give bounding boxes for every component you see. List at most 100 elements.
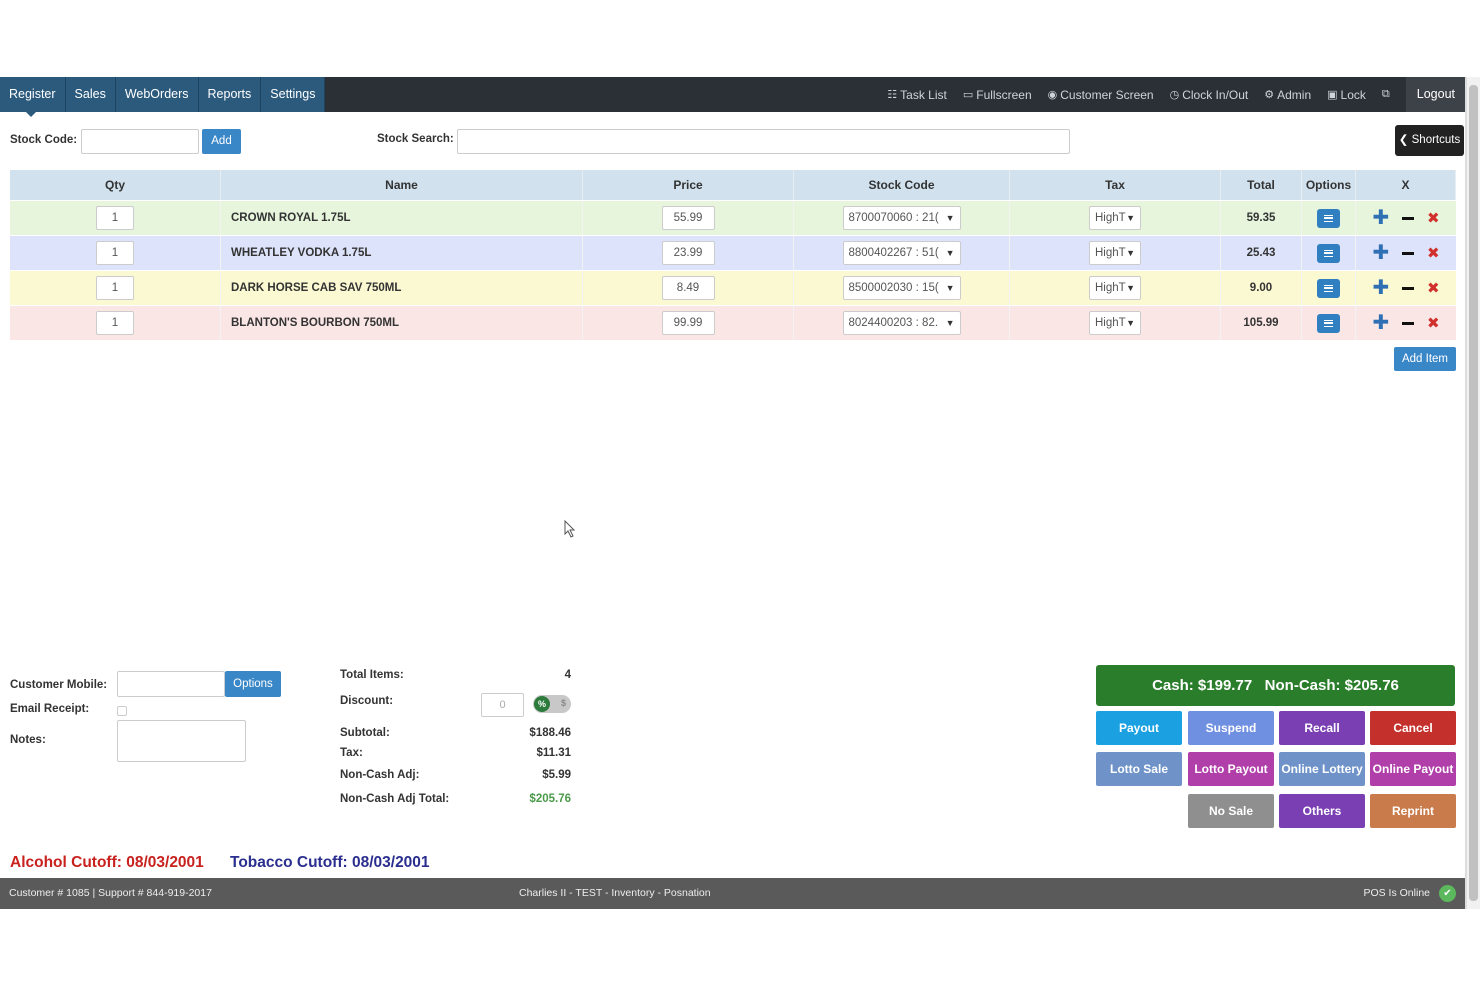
- task-list-label: Task List: [900, 87, 947, 102]
- noncash-total-value: $205.76: [529, 793, 571, 805]
- col-tax: Tax: [1010, 170, 1221, 200]
- customer-options-button[interactable]: Options: [225, 671, 281, 697]
- tab-reports[interactable]: Reports: [198, 77, 262, 112]
- options-cell: [1302, 271, 1356, 305]
- tab-sales[interactable]: Sales: [65, 77, 116, 112]
- tab-settings[interactable]: Settings: [261, 77, 326, 112]
- tax-select[interactable]: HighT ▼: [1089, 241, 1141, 265]
- clock-icon: ◷: [1169, 89, 1180, 101]
- tax-select[interactable]: HighT ▼: [1089, 206, 1141, 230]
- minus-icon[interactable]: [1402, 321, 1415, 325]
- percent-icon: %: [534, 696, 550, 712]
- recall-button[interactable]: Recall: [1279, 711, 1365, 745]
- mouse-cursor-icon: [564, 520, 576, 538]
- tax-select[interactable]: HighT ▼: [1089, 311, 1141, 335]
- table-row: 1 DARK HORSE CAB SAV 750ML 8.49 85000020…: [10, 270, 1456, 305]
- stock-code-select[interactable]: 8800402267 : 51(▼: [842, 241, 961, 265]
- chevron-down-icon: ▼: [945, 283, 955, 293]
- tab-weborders[interactable]: WebOrders: [115, 77, 199, 112]
- notes-textarea[interactable]: [117, 720, 246, 762]
- minus-icon[interactable]: [1402, 286, 1415, 290]
- top-navbar: Register Sales WebOrders Reports Setting…: [0, 77, 1465, 117]
- remove-icon[interactable]: ✖: [1426, 279, 1440, 297]
- item-options-button[interactable]: [1317, 243, 1340, 263]
- lotto-sale-button[interactable]: Lotto Sale: [1096, 752, 1182, 786]
- lotto-payout-button[interactable]: Lotto Payout: [1188, 752, 1274, 786]
- table-row: 1 BLANTON'S BOURBON 750ML 99.99 80244002…: [10, 305, 1456, 340]
- task-list-link[interactable]: ☷ Task List: [887, 88, 947, 102]
- stock-code-label: Stock Code:: [10, 134, 78, 146]
- item-options-button[interactable]: [1317, 278, 1340, 298]
- online-lottery-button[interactable]: Online Lottery: [1279, 752, 1365, 786]
- price-input[interactable]: 99.99: [661, 311, 715, 335]
- minus-icon[interactable]: [1402, 251, 1415, 255]
- scrollbar-thumb[interactable]: [1469, 85, 1478, 901]
- qty-input[interactable]: 1: [96, 241, 134, 265]
- shortcuts-button[interactable]: ❮ Shortcuts: [1395, 125, 1464, 156]
- lock-link[interactable]: ▣ Lock: [1327, 88, 1366, 102]
- item-total: 105.99: [1243, 317, 1279, 329]
- monitor-icon: ▭: [962, 89, 974, 101]
- stock-code-select[interactable]: 8500002030 : 15(▼: [842, 276, 961, 300]
- admin-link[interactable]: ⚙ Admin: [1264, 88, 1311, 102]
- tax-value: HighT: [1095, 282, 1126, 294]
- clock-in-out-link[interactable]: ◷ Clock In/Out: [1170, 88, 1249, 102]
- plus-icon[interactable]: ✚: [1372, 277, 1390, 299]
- item-options-button[interactable]: [1317, 313, 1340, 333]
- qty-input[interactable]: 1: [96, 311, 134, 335]
- customer-mobile-label: Customer Mobile:: [10, 679, 108, 691]
- tax-value: HighT: [1095, 317, 1126, 329]
- reprint-button[interactable]: Reprint: [1370, 794, 1456, 828]
- customer-screen-link[interactable]: ◉ Customer Screen: [1048, 88, 1154, 102]
- discount-type-toggle[interactable]: % $: [533, 695, 571, 713]
- item-total: 59.35: [1246, 212, 1276, 224]
- chevron-down-icon: ▼: [1126, 283, 1135, 293]
- cash-total-banner[interactable]: Cash: $199.77 Non-Cash: $205.76: [1096, 665, 1455, 706]
- stock-search-input[interactable]: [457, 129, 1070, 154]
- exit-button[interactable]: ⧉: [1382, 88, 1390, 101]
- email-receipt-checkbox[interactable]: [117, 706, 127, 716]
- item-options-button[interactable]: [1317, 208, 1340, 228]
- tax-select[interactable]: HighT ▼: [1089, 276, 1141, 300]
- payout-button[interactable]: Payout: [1096, 711, 1182, 745]
- no-sale-button[interactable]: No Sale: [1188, 794, 1274, 828]
- add-item-button[interactable]: Add Item: [1394, 347, 1456, 371]
- clock-in-out-label: Clock In/Out: [1182, 87, 1249, 102]
- remove-icon[interactable]: ✖: [1426, 314, 1440, 332]
- item-total: 9.00: [1249, 282, 1273, 294]
- online-payout-button[interactable]: Online Payout: [1370, 752, 1456, 786]
- add-stock-button[interactable]: Add: [202, 129, 241, 154]
- plus-icon[interactable]: ✚: [1372, 207, 1390, 229]
- suspend-button[interactable]: Suspend: [1188, 711, 1274, 745]
- qty-input[interactable]: 1: [96, 206, 134, 230]
- others-button[interactable]: Others: [1279, 794, 1365, 828]
- price-input[interactable]: 8.49: [661, 276, 715, 300]
- cancel-button[interactable]: Cancel: [1370, 711, 1456, 745]
- plus-icon[interactable]: ✚: [1372, 312, 1390, 334]
- stock-code-select[interactable]: 8700070060 : 21(▼: [842, 206, 961, 230]
- plus-icon[interactable]: ✚: [1372, 242, 1390, 264]
- customer-mobile-input[interactable]: [117, 671, 225, 697]
- fullscreen-link[interactable]: ▭ Fullscreen: [963, 88, 1032, 102]
- price-input[interactable]: 55.99: [661, 206, 715, 230]
- stock-code-input[interactable]: [81, 129, 199, 154]
- logout-button[interactable]: Logout: [1405, 77, 1465, 112]
- cart-table: Qty Name Price Stock Code Tax Total Opti…: [10, 170, 1456, 340]
- pos-app: Register Sales WebOrders Reports Setting…: [0, 77, 1466, 909]
- exit-icon: ⧉: [1381, 88, 1390, 100]
- remove-icon[interactable]: ✖: [1426, 209, 1440, 227]
- noncash-total-label: Non-Cash Adj Total:: [340, 793, 450, 805]
- status-footer: Customer # 1085 | Support # 844-919-2017…: [0, 878, 1465, 909]
- col-price: Price: [583, 170, 794, 200]
- tab-register[interactable]: Register: [0, 77, 66, 117]
- name-cell: CROWN ROYAL 1.75L: [221, 201, 583, 235]
- remove-icon[interactable]: ✖: [1426, 244, 1440, 262]
- discount-input[interactable]: 0: [481, 693, 524, 717]
- chevron-left-icon: ❮: [1398, 134, 1409, 146]
- minus-icon[interactable]: [1402, 216, 1415, 220]
- qty-input[interactable]: 1: [96, 276, 134, 300]
- price-input[interactable]: 23.99: [661, 241, 715, 265]
- fullscreen-label: Fullscreen: [976, 87, 1032, 102]
- page-scrollbar[interactable]: [1466, 77, 1480, 909]
- stock-code-select[interactable]: 8024400203 : 82. ▼: [842, 311, 961, 335]
